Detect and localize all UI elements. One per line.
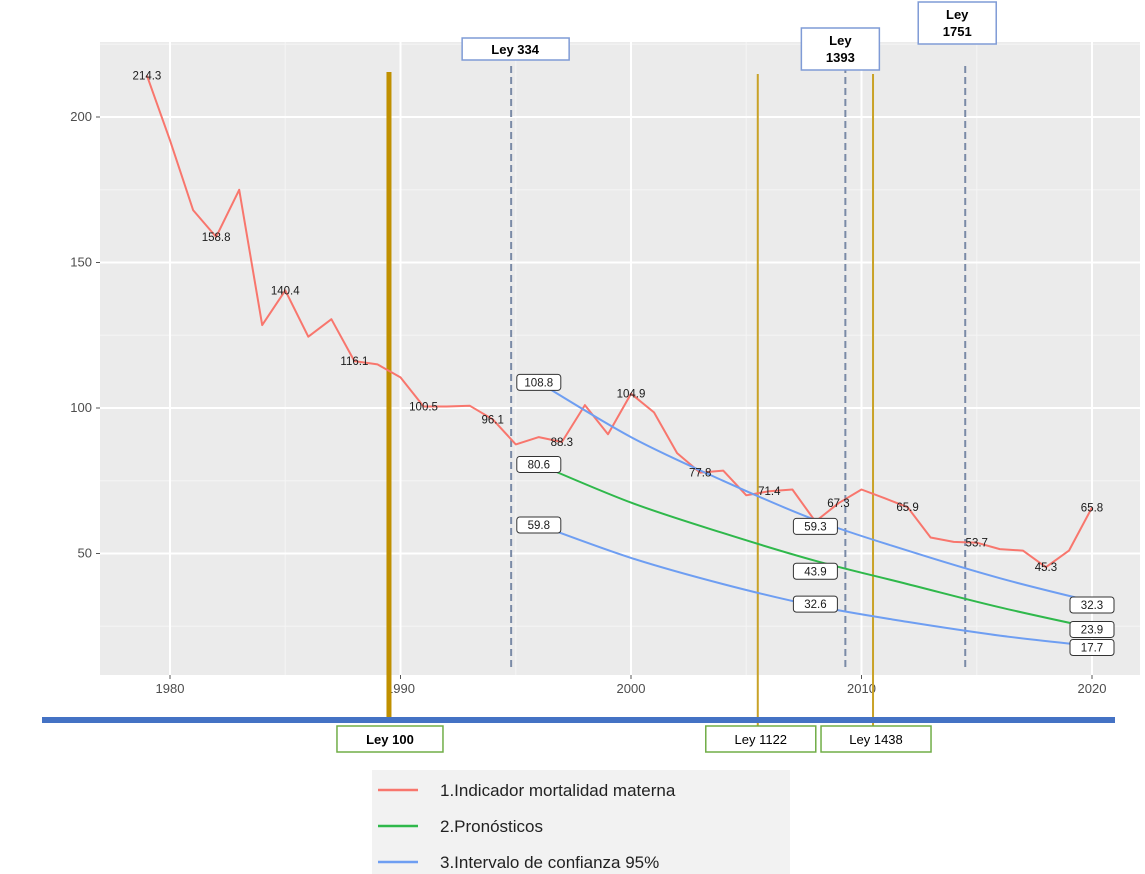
data-label: 71.4 xyxy=(758,486,781,498)
data-label: 96.1 xyxy=(482,414,504,426)
y-axis: 50 100 150 200 xyxy=(70,109,100,561)
box-label: 80.6 xyxy=(516,455,562,473)
data-label: 67.3 xyxy=(827,498,849,510)
x-tick-label: 2020 xyxy=(1078,681,1107,696)
series-line xyxy=(145,75,1093,569)
legend-label: 1.Indicador mortalidad materna xyxy=(440,781,676,800)
y-tick-label: 100 xyxy=(70,400,92,415)
y-tick-label: 50 xyxy=(78,546,92,561)
law-label: Ley 1438 xyxy=(820,725,932,753)
data-label: 214.3 xyxy=(133,70,162,82)
legend-label: 2.Pronósticos xyxy=(440,817,543,836)
law-label: Ley 1751 xyxy=(917,1,997,45)
law-label: Ley 334 xyxy=(461,37,570,61)
series-line xyxy=(538,463,1093,629)
point-labels: 214.3 158.8 140.4 116.1 100.5 96.1 88.3 104.9 77… xyxy=(133,70,1104,574)
law-label-box xyxy=(461,37,570,61)
box-label-frame xyxy=(792,562,838,580)
law-label-text: Ley 1751 xyxy=(943,7,972,39)
box-label-text: 80.6 xyxy=(528,459,550,471)
box-label: 32.3 xyxy=(1069,596,1115,614)
y-tick-label: 150 xyxy=(70,255,92,270)
x-tick-label: 2010 xyxy=(847,681,876,696)
law-markers xyxy=(386,66,967,727)
box-label-text: 32.6 xyxy=(804,599,826,611)
data-label: 116.1 xyxy=(340,356,368,368)
data-label: 65.9 xyxy=(896,502,918,514)
box-label: 108.8 xyxy=(516,373,562,391)
box-label-text: 59.8 xyxy=(528,520,550,532)
grid xyxy=(100,42,1140,675)
plot-panel xyxy=(100,42,1140,675)
law-label: Ley 1393 xyxy=(800,27,881,71)
box-label-text: 17.7 xyxy=(1081,642,1103,654)
x-axis: 1980 1990 2000 2010 2020 xyxy=(156,675,1107,696)
box-label-frame xyxy=(1069,620,1115,638)
box-label-frame xyxy=(792,517,838,535)
box-label: 17.7 xyxy=(1069,638,1115,656)
x-tick-label: 1980 xyxy=(156,681,185,696)
box-label-frame xyxy=(516,516,562,534)
data-label: 140.4 xyxy=(271,285,300,297)
data-label: 104.9 xyxy=(617,389,646,401)
law-label-box xyxy=(336,725,444,753)
law-label-box xyxy=(917,1,997,45)
law-label-text: Ley 1393 xyxy=(826,33,855,65)
box-label-frame xyxy=(516,455,562,473)
law-label-text: Ley 1438 xyxy=(849,732,903,747)
box-label-frame xyxy=(792,595,838,613)
law-label-text: Ley 100 xyxy=(366,732,414,747)
box-label-frame xyxy=(1069,638,1115,656)
data-label: 158.8 xyxy=(202,232,231,244)
x-tick-label: 2000 xyxy=(617,681,646,696)
box-label: 32.6 xyxy=(792,595,838,613)
legend: 1.Indicador mortalidad materna 2.Pronósti… xyxy=(372,770,790,874)
data-label: 100.5 xyxy=(409,402,438,414)
box-label: 23.9 xyxy=(1069,620,1115,638)
legend-label: 3.Intervalo de confianza 95% xyxy=(440,853,659,872)
box-label-text: 23.9 xyxy=(1081,624,1103,636)
data-label: 45.3 xyxy=(1035,562,1057,574)
box-label-text: 59.3 xyxy=(804,521,826,533)
box-label-frame xyxy=(516,373,562,391)
box-label: 59.8 xyxy=(516,516,562,534)
box-label-frame xyxy=(1069,596,1115,614)
data-label: 65.8 xyxy=(1081,503,1103,515)
y-tick-label: 200 xyxy=(70,109,92,124)
box-label-text: 108.8 xyxy=(524,377,553,389)
law-label-text: Ley 334 xyxy=(491,42,539,57)
box-label: 59.3 xyxy=(792,517,838,535)
box-labels: 108.8 80.6 59.8 59.3 43.9 32.6 32.3 23.9 17.7 xyxy=(516,373,1115,656)
law-labels: Ley 100 Ley 334 Ley 1122 Ley 1393 Ley 1438 Ley… xyxy=(336,1,997,753)
box-label: 43.9 xyxy=(792,562,838,580)
box-label-text: 32.3 xyxy=(1081,600,1103,612)
law-label: Ley 1122 xyxy=(705,725,817,753)
x-tick-label: 1990 xyxy=(386,681,415,696)
law-label-box xyxy=(705,725,817,753)
baseline-bar xyxy=(42,717,1115,723)
law-label-box xyxy=(820,725,932,753)
data-label: 53.7 xyxy=(966,538,988,550)
data-label: 77.8 xyxy=(689,468,711,480)
law-label-box xyxy=(800,27,881,71)
law-label-text: Ley 1122 xyxy=(735,732,788,747)
law-label: Ley 100 xyxy=(336,725,444,753)
legend-box xyxy=(372,770,790,874)
box-label-text: 43.9 xyxy=(804,566,826,578)
data-label: 88.3 xyxy=(551,437,573,449)
